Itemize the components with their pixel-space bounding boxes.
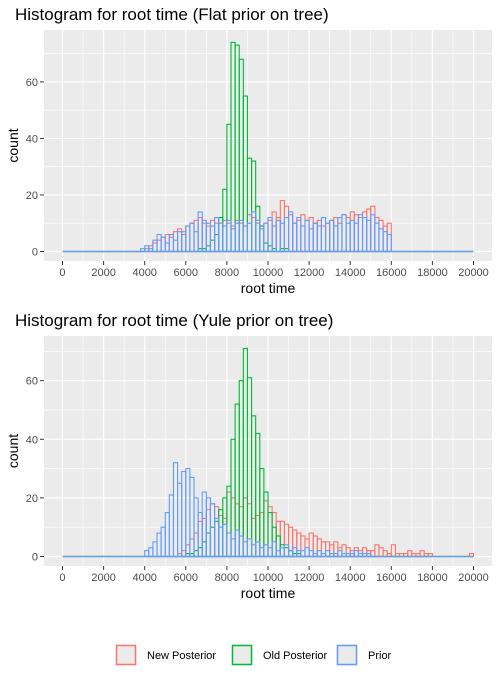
- x-tick-label: 0: [59, 572, 65, 584]
- x-tick-label: 14000: [335, 572, 366, 584]
- y-tick-label: 60: [26, 77, 38, 89]
- legend: New Posterior Old Posterior Prior: [114, 643, 392, 667]
- x-tick-label: 2000: [91, 572, 115, 584]
- legend-key-background: [114, 643, 138, 667]
- x-tick-label: 18000: [417, 572, 448, 584]
- y-axis-label: count: [5, 434, 21, 468]
- x-tick-label: 6000: [174, 267, 198, 279]
- x-tick-label: 20000: [458, 267, 489, 279]
- histogram-panel-flat-prior: 0 2000 4000 6000 8000 10000 12000 14000 16000 180…: [5, 5, 492, 296]
- histogram-bar: [386, 233, 392, 253]
- legend-key-swatch: [231, 644, 253, 666]
- legend-item: Prior: [335, 643, 392, 667]
- x-tick-label: 16000: [376, 572, 407, 584]
- x-tick-label: 4000: [132, 572, 156, 584]
- legend-label: Prior: [368, 650, 392, 662]
- y-tick-label: 60: [26, 376, 38, 388]
- y-tick-label: 0: [32, 246, 38, 258]
- x-tick-label: 8000: [215, 572, 239, 584]
- x-tick-label: 14000: [335, 267, 366, 279]
- series-prior: [62, 462, 474, 558]
- x-tick-label: 0: [59, 267, 65, 279]
- x-axis-label: root time: [241, 280, 296, 296]
- x-tick-label: 6000: [174, 572, 198, 584]
- legend-key-background: [335, 643, 359, 667]
- y-tick-label: 20: [26, 493, 38, 505]
- x-axis-label: root time: [241, 585, 296, 601]
- x-tick-label: 18000: [417, 267, 448, 279]
- x-tick-label: 12000: [294, 572, 325, 584]
- x-tick-label: 4000: [132, 267, 156, 279]
- legend-label: New Posterior: [147, 650, 216, 662]
- histogram-bar: [271, 541, 277, 558]
- legend-item: New Posterior: [114, 643, 216, 667]
- x-tick-label: 12000: [294, 267, 325, 279]
- y-tick-label: 0: [32, 552, 38, 564]
- histogram-bar: [366, 553, 372, 558]
- legend-key-swatch: [336, 644, 358, 666]
- y-tick-label: 40: [26, 133, 38, 145]
- legend-key-background: [230, 643, 254, 667]
- legend-key-swatch: [115, 644, 137, 666]
- chart-title-yule-prior: Histogram for root time (Yule prior on t…: [15, 311, 333, 330]
- x-tick-label: 20000: [458, 572, 489, 584]
- x-tick-label: 2000: [91, 267, 115, 279]
- y-tick-label: 40: [26, 434, 38, 446]
- histogram-panel-yule-prior: 0 2000 4000 6000 8000 10000 12000 14000 16000 180…: [5, 311, 492, 601]
- x-tick-label: 10000: [253, 267, 284, 279]
- legend-label: Old Posterior: [263, 650, 328, 662]
- chart-title-flat-prior: Histogram for root time (Flat prior on t…: [15, 5, 329, 24]
- x-tick-label: 16000: [376, 267, 407, 279]
- series-prior: [62, 211, 474, 253]
- x-tick-label: 10000: [253, 572, 284, 584]
- legend-item: Old Posterior: [230, 643, 328, 667]
- x-tick-label: 8000: [215, 267, 239, 279]
- y-tick-label: 20: [26, 190, 38, 202]
- y-axis-label: count: [5, 128, 21, 162]
